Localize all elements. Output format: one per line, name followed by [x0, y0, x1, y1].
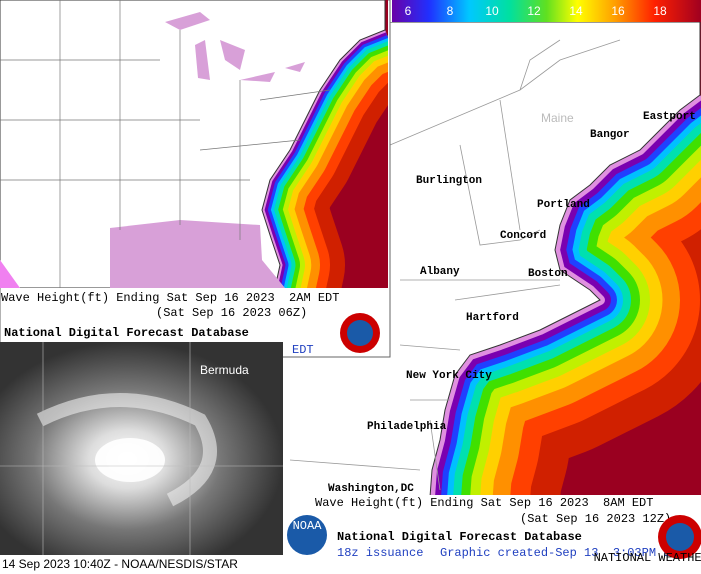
- place-label: New York City: [406, 370, 492, 382]
- colorbar-ramp: [392, 0, 701, 22]
- colorbar: 6 8 10 12 14 16 18: [392, 0, 701, 22]
- inset-valid-time: (Sat Sep 16 2023 06Z): [156, 306, 307, 320]
- spiral-band: [36, 393, 217, 507]
- main-map: [280, 22, 701, 497]
- created: Graphic created-Sep 13 3:03PM EDT: [440, 546, 685, 560]
- place-label: Albany: [420, 266, 460, 278]
- inset-footer: EDT: [292, 343, 314, 357]
- nws-logo-inner: [347, 320, 373, 346]
- place-label: Philadelphia: [367, 421, 447, 433]
- inset-map: Wave Height(ft) Ending Sat Sep 16 2023 2…: [0, 0, 391, 358]
- place-label: Portland: [537, 199, 590, 211]
- satellite-caption: 14 Sep 2023 10:40Z - NOAA/NESDIS/STAR: [2, 557, 238, 571]
- noaa-logo: [287, 515, 327, 555]
- colorbar-tick-label: 18: [653, 4, 667, 18]
- place-label: Bangor: [590, 129, 630, 141]
- colorbar-tick-label: 10: [485, 4, 499, 18]
- place-label: Washington,DC: [328, 483, 414, 495]
- place-label: Maine: [541, 111, 574, 125]
- place-label: Concord: [500, 230, 546, 242]
- source: National Digital Forecast Database: [337, 530, 582, 544]
- noaa-logo-text: NOAA: [293, 519, 323, 533]
- borders: [289, 39, 621, 491]
- pacific: [0, 260, 20, 288]
- inset-title: Wave Height(ft) Ending Sat Sep 16 2023 2…: [1, 291, 339, 305]
- issuance: 18z issuance: [337, 546, 423, 560]
- sat-grid: [0, 342, 283, 555]
- nws-logo-text: NATIONAL WEATHER SERVICE: [594, 551, 701, 565]
- main-footer: Wave Height(ft) Ending Sat Sep 16 2023 8…: [283, 495, 701, 560]
- valid-time: (Sat Sep 16 2023 12Z): [520, 512, 671, 526]
- land: [0, 0, 386, 288]
- satellite-image: Bermuda 14 Sep 2023 10:40Z - NOAA/NESDIS…: [0, 342, 318, 574]
- map-title: Wave Height(ft) Ending Sat Sep 16 2023 8…: [315, 496, 653, 510]
- great-lakes: [165, 12, 305, 82]
- place-labels: Maine Eastport Bangor Burlington Portlan…: [328, 111, 696, 495]
- footer-bg: [283, 495, 701, 560]
- colorbar-tick-label: 12: [527, 4, 541, 18]
- colorbar-tick-label: 6: [405, 4, 412, 18]
- gulf: [110, 220, 285, 288]
- place-label: Hartford: [466, 312, 519, 324]
- caption-bg: [0, 555, 318, 574]
- colorbar-tick-label: 14: [569, 4, 583, 18]
- colorbar-tick-label: 8: [447, 4, 454, 18]
- nws-logo-inner: [666, 523, 694, 551]
- bermuda-label: Bermuda: [200, 363, 249, 377]
- inset-source: National Digital Forecast Database: [4, 326, 249, 340]
- place-label: Boston: [528, 268, 568, 280]
- place-label: Burlington: [416, 175, 482, 187]
- place-label: Eastport: [643, 111, 696, 123]
- state-borders: [0, 0, 331, 288]
- colorbar-tick-label: 16: [611, 4, 625, 18]
- storm-core: [95, 438, 165, 482]
